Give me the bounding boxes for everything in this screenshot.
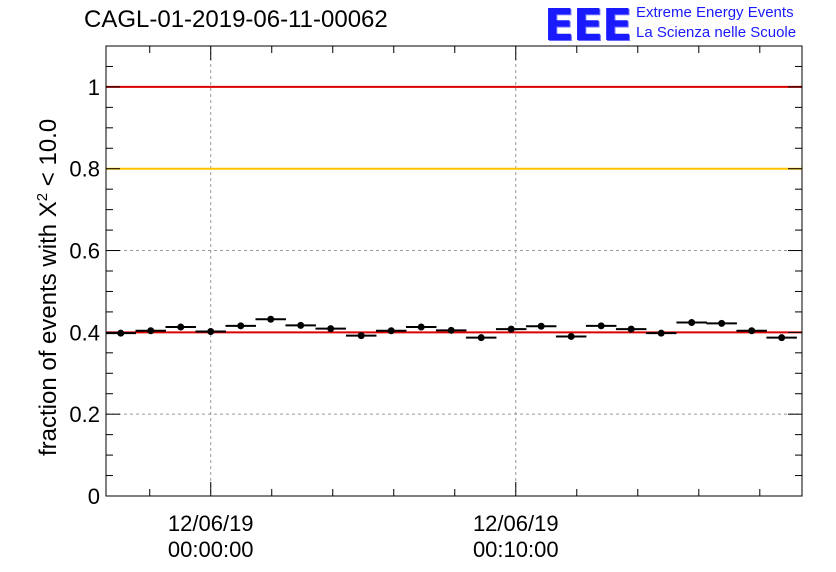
x-tick-label-time: 00:10:00 bbox=[473, 537, 559, 562]
logo-tagline-1: Extreme Energy Events bbox=[636, 4, 794, 21]
y-tick-label: 0.4 bbox=[69, 320, 100, 345]
data-point bbox=[387, 327, 395, 335]
data-point bbox=[657, 329, 665, 337]
y-tick-label: 0.2 bbox=[69, 402, 100, 427]
x-tick-label-date: 12/06/19 bbox=[168, 511, 254, 536]
data-point bbox=[778, 334, 786, 342]
eee-logo: EEE bbox=[544, 0, 632, 51]
data-point bbox=[147, 327, 155, 335]
data-point bbox=[327, 325, 335, 333]
y-tick-label: 0.8 bbox=[69, 157, 100, 182]
data-point bbox=[237, 322, 245, 330]
data-point bbox=[357, 332, 365, 340]
data-point bbox=[177, 323, 185, 331]
data-point bbox=[117, 329, 125, 337]
data-point bbox=[207, 328, 215, 336]
data-point bbox=[718, 319, 726, 327]
data-point bbox=[748, 327, 756, 335]
y-tick-label: 1 bbox=[88, 75, 100, 100]
data-point bbox=[417, 323, 425, 331]
data-point bbox=[297, 321, 305, 329]
data-point bbox=[627, 325, 635, 333]
chart-title: CAGL-01-2019-06-11-00062 bbox=[84, 6, 388, 33]
data-point bbox=[597, 322, 605, 330]
data-point bbox=[267, 315, 275, 323]
data-point bbox=[537, 322, 545, 330]
x-tick-label-time: 00:00:00 bbox=[168, 537, 254, 562]
data-point bbox=[567, 332, 575, 340]
data-point bbox=[477, 334, 485, 342]
data-point bbox=[507, 325, 515, 333]
y-tick-label: 0 bbox=[88, 484, 100, 509]
x-tick-label-date: 12/06/19 bbox=[473, 511, 559, 536]
logo-tagline-2: La Scienza nelle Scuole bbox=[636, 24, 797, 41]
data-point bbox=[447, 326, 455, 334]
data-point bbox=[688, 319, 696, 327]
y-tick-label: 0.6 bbox=[69, 239, 100, 264]
